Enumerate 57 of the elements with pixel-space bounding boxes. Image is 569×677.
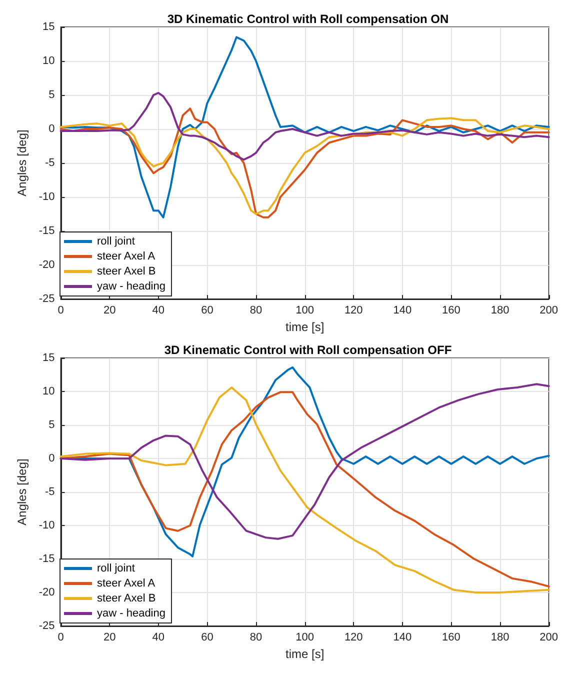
y-tick-label: 0 bbox=[48, 452, 55, 464]
x-tick-label: 120 bbox=[344, 304, 363, 316]
x-tick-label: 140 bbox=[393, 304, 412, 316]
legend-label: steer Axel B bbox=[97, 592, 156, 604]
x-tick-label: 60 bbox=[201, 304, 214, 316]
y-tick-label: -20 bbox=[38, 259, 55, 271]
y-tick-label: -15 bbox=[38, 225, 55, 237]
x-tick-label: 180 bbox=[490, 304, 510, 316]
x-tick-label: 40 bbox=[152, 304, 165, 316]
y-tick-label: 15 bbox=[42, 352, 55, 364]
y-axis-title: Angles [deg] bbox=[15, 130, 29, 196]
x-tick-label: 200 bbox=[540, 632, 558, 644]
y-tick-label: -25 bbox=[38, 293, 55, 305]
y-tick-label: -5 bbox=[45, 486, 55, 498]
x-tick-label: 0 bbox=[58, 632, 64, 644]
y-tick-label: -10 bbox=[38, 520, 55, 532]
y-tick-label: 5 bbox=[48, 419, 55, 431]
chart-title: 3D Kinematic Control with Roll compensation ON bbox=[167, 12, 449, 26]
x-tick-label: 200 bbox=[540, 304, 558, 316]
chart-title: 3D Kinematic Control with Roll compensation OFF bbox=[164, 343, 452, 357]
y-tick-label: 10 bbox=[42, 386, 55, 398]
legend-label: yaw - heading bbox=[97, 608, 166, 620]
y-tick-label: -10 bbox=[38, 191, 55, 203]
x-tick-label: 40 bbox=[152, 632, 165, 644]
x-tick-label: 80 bbox=[250, 632, 262, 644]
legend-label: steer Axel B bbox=[97, 266, 156, 278]
x-tick-label: 20 bbox=[103, 304, 116, 316]
legend-label: roll joint bbox=[97, 562, 135, 574]
legend-label: steer Axel A bbox=[97, 578, 156, 590]
x-tick-label: 120 bbox=[344, 632, 363, 644]
line-series bbox=[60, 92, 550, 161]
x-tick-label: 20 bbox=[103, 632, 116, 644]
x-tick-label: 100 bbox=[296, 304, 314, 316]
x-tick-label: 140 bbox=[393, 632, 412, 644]
legend-label: yaw - heading bbox=[97, 280, 166, 292]
x-axis-title: time [s] bbox=[285, 647, 324, 661]
y-tick-label: 15 bbox=[42, 21, 55, 33]
x-tick-label: 0 bbox=[58, 304, 64, 316]
x-axis-title: time [s] bbox=[285, 320, 324, 334]
y-tick-label: -15 bbox=[38, 553, 55, 565]
y-tick-label: 10 bbox=[42, 55, 55, 67]
y-axis-title: Angles [deg] bbox=[15, 458, 29, 526]
legend-label: roll joint bbox=[97, 236, 135, 248]
y-tick-label: -20 bbox=[38, 586, 55, 598]
y-tick-label: 5 bbox=[48, 89, 55, 101]
line-series bbox=[60, 383, 550, 540]
x-tick-label: 60 bbox=[201, 632, 214, 644]
legend-label: steer Axel A bbox=[97, 250, 156, 262]
x-tick-label: 180 bbox=[490, 632, 510, 644]
y-tick-label: 0 bbox=[48, 123, 55, 135]
x-tick-label: 100 bbox=[296, 632, 314, 644]
y-tick-label: -25 bbox=[38, 620, 55, 632]
x-tick-label: 80 bbox=[250, 304, 262, 316]
line-series bbox=[60, 36, 550, 218]
y-tick-label: -5 bbox=[45, 157, 55, 169]
x-tick-label: 160 bbox=[442, 304, 460, 316]
x-tick-label: 160 bbox=[442, 632, 460, 644]
